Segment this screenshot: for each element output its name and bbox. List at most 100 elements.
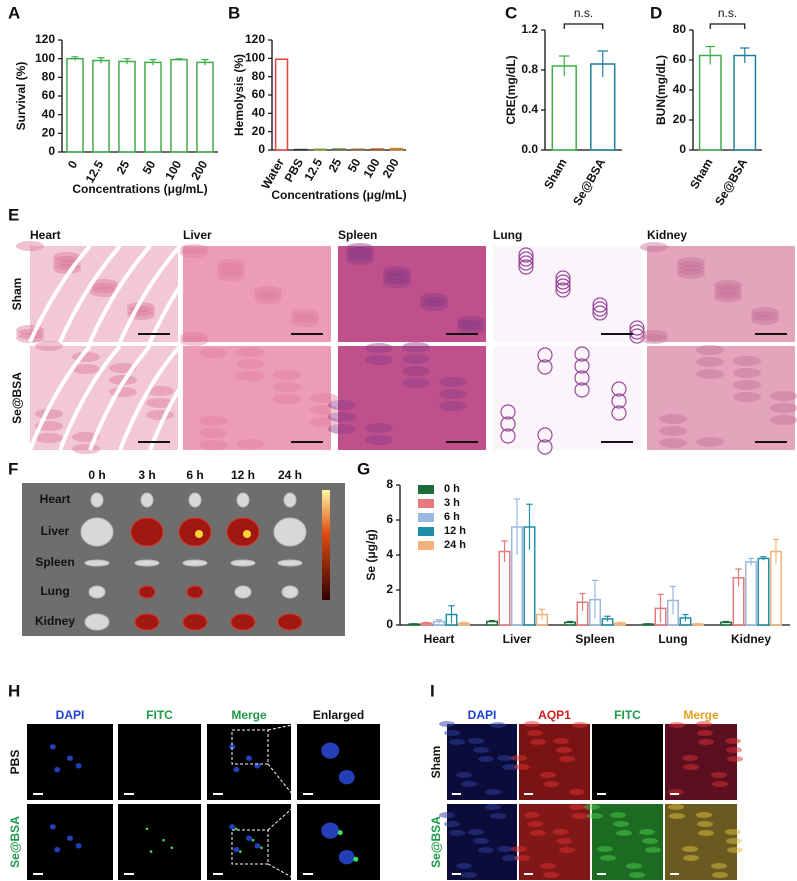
- tissue-texture: [328, 412, 356, 422]
- tissue-texture: [365, 435, 393, 445]
- error-bar: [71, 56, 79, 61]
- tissue-texture: [236, 439, 264, 449]
- tissue-image: [183, 346, 331, 450]
- x-tick-label: Kidney: [731, 632, 771, 646]
- legend-swatch: [418, 485, 434, 494]
- tissue-texture: [587, 813, 603, 819]
- tissue-texture: [770, 403, 797, 413]
- organ: [226, 517, 260, 547]
- tissue-texture: [696, 437, 724, 447]
- organ: [281, 585, 299, 599]
- micrograph: [519, 724, 590, 800]
- bar: [196, 61, 214, 153]
- legend-label: 0 h: [444, 483, 460, 495]
- tissue-texture: [146, 398, 174, 408]
- organ: [178, 517, 212, 547]
- hotspot: [243, 530, 251, 538]
- tissue-texture: [478, 756, 494, 762]
- error-bar: [604, 615, 611, 622]
- tissue-texture: [540, 863, 556, 869]
- tissue-texture: [616, 830, 632, 836]
- y-tick-label: 120: [35, 32, 55, 46]
- tissue-texture: [659, 426, 687, 436]
- x-tick-label: Se@BSA: [570, 156, 608, 208]
- micrograph: [447, 724, 517, 800]
- tissue-texture: [511, 846, 527, 852]
- error-bar: [740, 47, 750, 63]
- row-label: Liver: [41, 524, 70, 538]
- tissue-texture: [725, 738, 741, 744]
- tissue-texture: [468, 829, 484, 835]
- organ: [88, 585, 106, 599]
- x-tick-label: Sham: [541, 156, 569, 191]
- x-tick-label: 12.5: [301, 156, 325, 184]
- organ: [277, 559, 303, 567]
- y-tick-label: 40: [673, 82, 687, 96]
- error-bar: [123, 58, 131, 65]
- tissue-texture: [457, 320, 485, 330]
- x-axis-label: Concentrations (μg/mL): [72, 182, 207, 196]
- error-bar: [682, 613, 689, 622]
- legend-swatch: [418, 513, 434, 522]
- x-tick-label: Liver: [503, 632, 532, 646]
- y-tick-label: 8: [386, 477, 393, 491]
- tissue-texture: [770, 391, 797, 401]
- y-tick-label: 0.8: [521, 62, 538, 76]
- tissue-texture: [456, 863, 472, 869]
- tissue-texture: [291, 313, 319, 323]
- y-tick-label: 60: [252, 87, 266, 101]
- column-label: 0 h: [88, 468, 105, 482]
- organ: [236, 492, 250, 508]
- zoom-lines: [267, 803, 298, 881]
- fitc-signal: [260, 846, 263, 850]
- x-tick-label: Heart: [424, 632, 455, 646]
- y-axis-label: Survival (%): [14, 62, 28, 131]
- y-axis-label: BUN(mg/dL): [654, 55, 668, 125]
- tissue-image: [647, 246, 795, 342]
- organ: [138, 585, 156, 599]
- column-label: FITC: [614, 708, 641, 722]
- tissue-texture: [518, 259, 534, 275]
- error-bar: [705, 45, 715, 65]
- tissue-texture: [420, 293, 448, 303]
- fitc-signal: [234, 827, 238, 831]
- row-label: Kidney: [35, 614, 75, 628]
- error-bar: [423, 621, 430, 625]
- tissue-texture: [574, 346, 590, 362]
- y-tick-label: 80: [42, 70, 56, 84]
- error-bar: [597, 50, 609, 77]
- tissue-texture: [346, 243, 374, 253]
- y-tick-label: 60: [42, 88, 56, 102]
- tissue-texture: [365, 423, 393, 433]
- tissue-texture: [524, 721, 540, 727]
- nucleus: [229, 824, 236, 830]
- nucleus: [338, 770, 355, 785]
- x-tick-label: 100: [162, 158, 184, 183]
- error-bar: [735, 568, 742, 587]
- fitc-signal: [145, 827, 149, 831]
- tissue-gap: [58, 244, 122, 343]
- organ: [186, 585, 204, 599]
- tissue-texture: [254, 294, 282, 304]
- error-bar: [526, 503, 533, 550]
- tissue-texture: [714, 280, 742, 290]
- panel-label: A: [8, 3, 20, 22]
- tissue-texture: [500, 416, 516, 432]
- tissue-texture: [642, 838, 658, 844]
- column-label: FITC: [146, 708, 173, 722]
- tissue-texture: [543, 872, 559, 878]
- tissue-texture: [180, 336, 208, 346]
- tissue-texture: [629, 872, 645, 878]
- tissue-texture: [383, 278, 411, 288]
- tissue-image: [183, 246, 331, 342]
- tissue-texture: [439, 389, 467, 399]
- tissue-texture: [199, 428, 227, 438]
- micrograph: [27, 804, 113, 880]
- tissue-texture: [444, 730, 460, 736]
- tissue-texture: [592, 305, 608, 321]
- column-label: Liver: [183, 228, 212, 242]
- tissue-texture: [610, 812, 626, 818]
- tissue-texture: [553, 829, 569, 835]
- tissue-gap: [118, 344, 182, 451]
- tissue-texture: [659, 438, 687, 448]
